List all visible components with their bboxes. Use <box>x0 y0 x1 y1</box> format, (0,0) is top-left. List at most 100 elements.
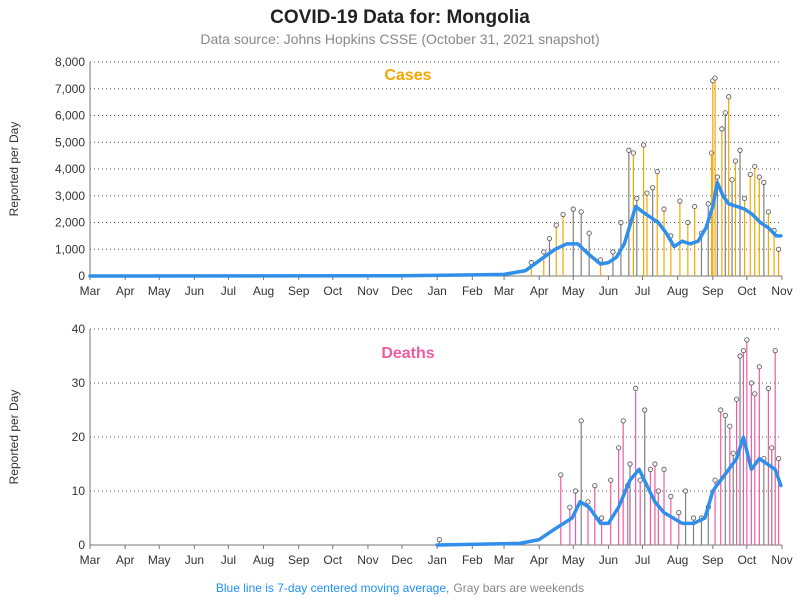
y-axis-label: Reported per Day <box>7 122 21 217</box>
y-tick-label: 10 <box>72 484 86 498</box>
cases-daily-marker <box>705 201 711 207</box>
deaths-daily-marker <box>734 396 740 402</box>
x-tick-label: Apr <box>530 284 549 298</box>
cases-daily-marker <box>541 249 547 255</box>
y-tick-label: 20 <box>72 430 86 444</box>
y-tick-label: 30 <box>72 376 86 390</box>
x-tick-label: Oct <box>323 553 342 567</box>
x-tick-label: Mar <box>494 553 515 567</box>
x-tick-label: Apr <box>116 284 135 298</box>
cases-daily-marker <box>747 171 753 177</box>
deaths-moving-average-line <box>435 435 783 547</box>
cases-daily-marker <box>712 75 718 81</box>
x-tick-label: Aug <box>253 553 274 567</box>
deaths-daily-marker <box>661 466 667 472</box>
x-tick-label: Apr <box>530 553 549 567</box>
deaths-daily-marker <box>620 418 626 424</box>
deaths-daily-marker <box>616 445 622 451</box>
x-tick-label: Nov <box>771 553 792 567</box>
x-tick-label: Sep <box>702 553 724 567</box>
cases-daily-marker <box>560 211 566 218</box>
deaths-daily-marker <box>608 477 614 483</box>
deaths-daily-marker <box>627 461 633 467</box>
deaths-daily-marker <box>752 391 758 397</box>
footer-weekend-note: Gray bars are weekends <box>453 581 584 595</box>
x-tick-label: Jan <box>427 553 446 567</box>
cases-daily-marker <box>752 163 758 169</box>
cases-daily-marker <box>626 147 632 153</box>
cases-daily-marker <box>630 150 636 156</box>
footer-average-note: Blue line is 7-day centered moving avera… <box>216 581 449 595</box>
x-tick-label: May <box>148 284 171 298</box>
x-tick-label: Sep <box>702 284 724 298</box>
footer-note: Blue line is 7-day centered moving avera… <box>216 581 584 595</box>
x-tick-label: Nov <box>771 284 792 298</box>
chart-subtitle: Data source: Johns Hopkins CSSE (October… <box>200 31 599 47</box>
cases-daily-marker <box>618 219 624 226</box>
deaths-daily-marker <box>676 509 682 516</box>
deaths-daily-marker <box>652 461 658 467</box>
cases-daily-marker <box>719 126 725 132</box>
x-tick-label: Sep <box>288 553 310 567</box>
cases-daily-marker <box>761 179 767 185</box>
deaths-daily-marker <box>436 536 443 543</box>
deaths-panel-title: Deaths <box>381 345 434 362</box>
deaths-daily-marker <box>682 488 689 494</box>
x-tick-label: Oct <box>323 284 342 298</box>
deaths-daily-marker <box>730 450 736 456</box>
deaths-daily-marker <box>567 504 573 510</box>
x-tick-label: Jan <box>427 284 446 298</box>
x-tick-label: Jun <box>599 284 618 298</box>
deaths-daily-marker <box>765 385 771 391</box>
deaths-daily-marker <box>633 385 639 391</box>
deaths-daily-marker <box>737 353 743 359</box>
cases-daily-marker <box>586 230 592 236</box>
cases-daily-marker <box>654 169 660 175</box>
y-tick-label: 40 <box>72 322 86 336</box>
x-tick-label: Feb <box>462 284 483 298</box>
x-tick-label: Oct <box>737 284 756 298</box>
cases-daily-marker <box>644 190 650 196</box>
x-tick-label: Aug <box>253 284 274 298</box>
x-tick-label: Jul <box>221 284 236 298</box>
cases-daily-marker <box>570 206 576 212</box>
x-tick-label: Aug <box>667 284 688 298</box>
deaths-daily-marker <box>769 445 775 451</box>
cases-daily-marker <box>726 94 732 100</box>
x-tick-label: Apr <box>116 553 135 567</box>
cases-daily-marker <box>677 198 683 204</box>
cases-daily-marker <box>661 206 667 212</box>
x-tick-label: Nov <box>357 284 378 298</box>
y-tick-label: 0 <box>78 269 85 283</box>
deaths-daily-marker <box>744 337 750 343</box>
x-tick-label: Oct <box>737 553 756 567</box>
deaths-daily-marker <box>647 466 654 472</box>
cases-daily-marker <box>714 174 720 180</box>
chart-title: COVID-19 Data for: Mongolia <box>270 7 530 28</box>
deaths-daily-marker <box>748 380 754 386</box>
cases-moving-average-line <box>88 180 783 278</box>
deaths-daily-marker <box>775 455 782 462</box>
y-tick-label: 3,000 <box>55 189 85 203</box>
cases-daily-marker <box>722 110 728 116</box>
x-tick-label: Jun <box>185 553 204 567</box>
deaths-daily-marker <box>578 418 584 424</box>
cases-daily-marker <box>650 185 656 191</box>
deaths-daily-marker <box>712 477 718 483</box>
cases-daily-marker <box>756 174 762 180</box>
x-tick-label: Mar <box>494 284 515 298</box>
deaths-daily-marker <box>599 515 605 521</box>
cases-daily-marker <box>578 209 584 215</box>
x-tick-label: Mar <box>80 553 101 567</box>
cases-daily-marker <box>553 222 559 228</box>
deaths-daily-marker <box>722 412 728 418</box>
y-axis-label: Reported per Day <box>7 390 21 485</box>
x-tick-label: May <box>562 553 585 567</box>
cases-daily-marker <box>737 147 743 153</box>
cases-daily-marker <box>732 158 739 164</box>
deaths-daily-marker <box>572 488 579 494</box>
x-tick-label: Dec <box>391 553 412 567</box>
cases-daily-marker <box>765 209 771 215</box>
x-tick-label: May <box>562 284 585 298</box>
